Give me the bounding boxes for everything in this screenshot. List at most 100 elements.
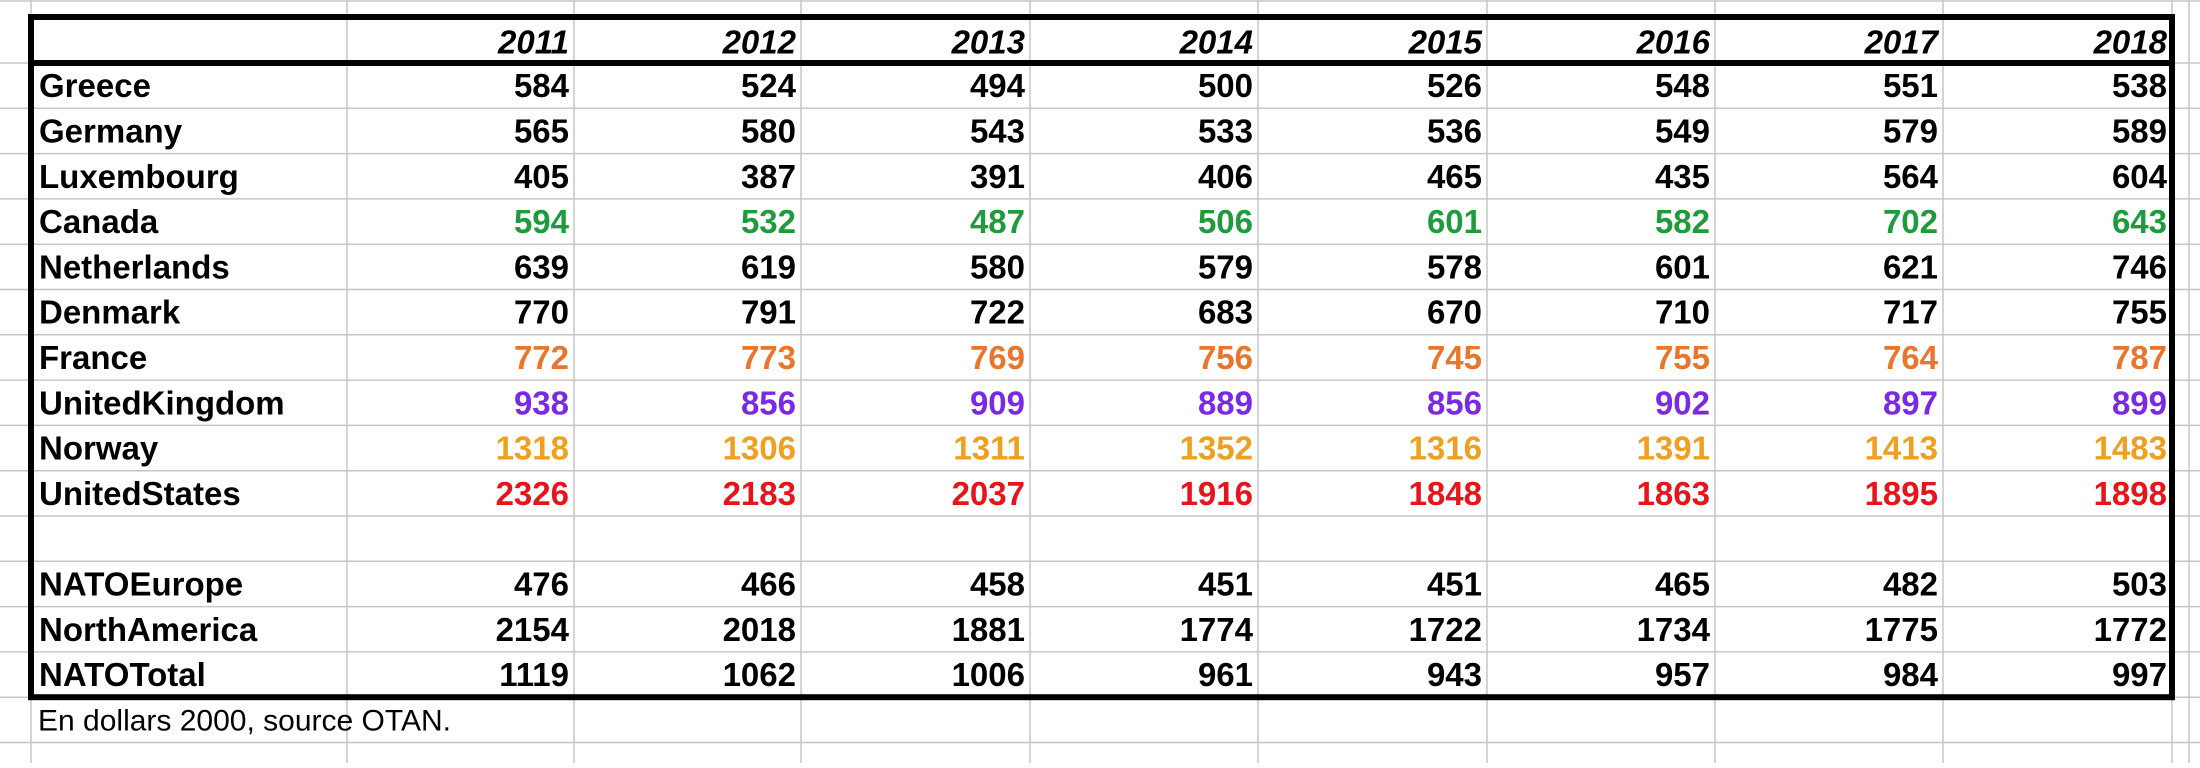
year-header: 2016 xyxy=(1636,24,1711,61)
row-label: Canada xyxy=(39,203,159,240)
value-cell: 2154 xyxy=(496,611,570,648)
value-cell: 619 xyxy=(741,248,796,285)
value-cell: 503 xyxy=(2112,565,2167,602)
value-cell: 856 xyxy=(1427,384,1482,421)
value-cell: 526 xyxy=(1427,67,1482,104)
value-cell: 2326 xyxy=(496,475,569,512)
value-cell: 1895 xyxy=(1865,475,1938,512)
value-cell: 451 xyxy=(1198,565,1253,602)
table-border xyxy=(28,14,2175,701)
value-cell: 549 xyxy=(1655,112,1710,149)
value-cell: 1306 xyxy=(723,430,796,467)
value-cell: 494 xyxy=(970,67,1026,104)
value-cell: 500 xyxy=(1198,67,1253,104)
value-cell: 1848 xyxy=(1409,475,1482,512)
row-label: Netherlands xyxy=(39,248,230,285)
value-cell: 584 xyxy=(514,67,570,104)
value-cell: 564 xyxy=(1883,158,1939,195)
row-label: NATOEurope xyxy=(39,565,243,602)
value-cell: 772 xyxy=(514,339,569,376)
row-label: Greece xyxy=(39,67,151,104)
value-cell: 580 xyxy=(970,248,1025,285)
value-cell: 524 xyxy=(741,67,797,104)
value-cell: 889 xyxy=(1198,384,1253,421)
value-cell: 710 xyxy=(1655,294,1710,331)
value-cell: 1062 xyxy=(723,656,796,693)
value-cell: 482 xyxy=(1883,565,1938,602)
value-cell: 604 xyxy=(2112,158,2168,195)
value-cell: 1881 xyxy=(952,611,1025,648)
value-cell: 1916 xyxy=(1180,475,1253,512)
value-cell: 579 xyxy=(1198,248,1253,285)
value-cell: 1413 xyxy=(1865,430,1938,467)
value-cell: 1318 xyxy=(496,430,569,467)
value-cell: 670 xyxy=(1427,294,1482,331)
value-cell: 787 xyxy=(2112,339,2167,376)
value-cell: 406 xyxy=(1198,158,1253,195)
value-cell: 594 xyxy=(514,203,570,240)
value-cell: 1772 xyxy=(2094,611,2167,648)
value-cell: 1391 xyxy=(1637,430,1710,467)
value-cell: 909 xyxy=(970,384,1025,421)
value-cell: 548 xyxy=(1655,67,1710,104)
value-cell: 1863 xyxy=(1637,475,1710,512)
value-cell: 961 xyxy=(1198,656,1253,693)
value-cell: 755 xyxy=(2112,294,2167,331)
value-cell: 551 xyxy=(1883,67,1938,104)
value-cell: 773 xyxy=(741,339,796,376)
value-cell: 1898 xyxy=(2094,475,2167,512)
value-cell: 487 xyxy=(970,203,1025,240)
value-cell: 702 xyxy=(1883,203,1938,240)
value-cell: 755 xyxy=(1655,339,1710,376)
value-cell: 2183 xyxy=(723,475,796,512)
footnote: En dollars 2000, source OTAN. xyxy=(38,705,451,738)
value-cell: 621 xyxy=(1883,248,1938,285)
value-cell: 769 xyxy=(970,339,1025,376)
value-cell: 639 xyxy=(514,248,569,285)
value-cell: 643 xyxy=(2112,203,2167,240)
value-cell: 683 xyxy=(1198,294,1253,331)
value-cell: 579 xyxy=(1883,112,1938,149)
value-cell: 722 xyxy=(970,294,1025,331)
year-header: 2017 xyxy=(1864,24,1940,61)
value-cell: 984 xyxy=(1883,656,1939,693)
value-cell: 770 xyxy=(514,294,569,331)
year-header: 2012 xyxy=(722,24,797,61)
value-cell: 957 xyxy=(1655,656,1710,693)
value-cell: 582 xyxy=(1655,203,1710,240)
value-cell: 589 xyxy=(2112,112,2167,149)
year-header: 2018 xyxy=(2093,24,2168,61)
value-cell: 532 xyxy=(741,203,796,240)
value-cell: 435 xyxy=(1655,158,1710,195)
year-header: 2011 xyxy=(497,24,569,61)
value-cell: 458 xyxy=(970,565,1025,602)
row-label: Germany xyxy=(39,112,183,149)
value-cell: 601 xyxy=(1655,248,1710,285)
value-cell: 466 xyxy=(741,565,796,602)
row-label: Luxembourg xyxy=(39,158,239,195)
value-cell: 899 xyxy=(2112,384,2167,421)
row-label: Denmark xyxy=(39,294,181,331)
value-cell: 997 xyxy=(2112,656,2167,693)
value-cell: 465 xyxy=(1427,158,1482,195)
value-cell: 538 xyxy=(2112,67,2167,104)
value-cell: 1774 xyxy=(1180,611,1254,648)
value-cell: 943 xyxy=(1427,656,1482,693)
value-cell: 533 xyxy=(1198,112,1253,149)
value-cell: 856 xyxy=(741,384,796,421)
value-cell: 745 xyxy=(1427,339,1482,376)
value-cell: 1775 xyxy=(1865,611,1938,648)
row-label: France xyxy=(39,339,147,376)
value-cell: 1119 xyxy=(499,656,569,693)
row-label: NATOTotal xyxy=(39,656,206,693)
year-header: 2014 xyxy=(1179,24,1253,61)
value-cell: 1483 xyxy=(2094,430,2167,467)
value-cell: 1352 xyxy=(1180,430,1253,467)
row-label: Norway xyxy=(39,430,159,467)
value-cell: 543 xyxy=(970,112,1025,149)
value-cell: 1316 xyxy=(1409,430,1482,467)
value-cell: 1311 xyxy=(953,430,1025,467)
value-cell: 465 xyxy=(1655,565,1710,602)
value-cell: 536 xyxy=(1427,112,1482,149)
